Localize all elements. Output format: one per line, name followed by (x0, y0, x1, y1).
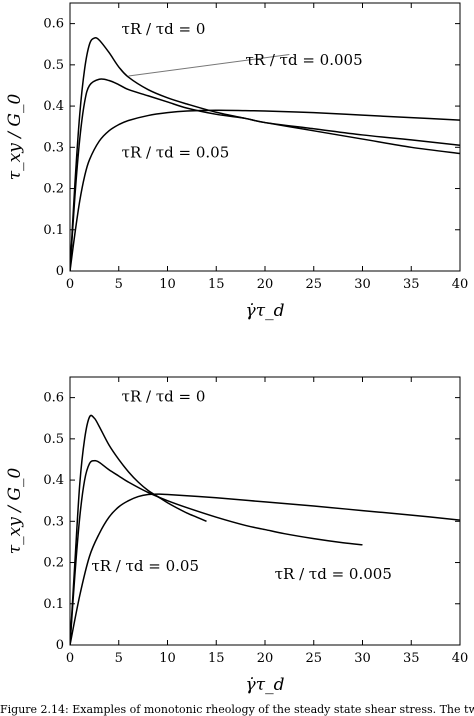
annotation-pointer (128, 54, 290, 77)
y-tick-label: 0 (56, 264, 64, 279)
x-axis-label: γ̇τ_d (246, 301, 285, 321)
series-annotation: τR / τd = 0 (122, 388, 206, 406)
x-tick-label: 10 (159, 651, 176, 666)
x-tick-label: 40 (452, 277, 469, 292)
y-tick-label: 0.5 (43, 432, 64, 447)
y-tick-label: 0.3 (43, 514, 64, 529)
x-axis-label: γ̇τ_d (246, 675, 285, 695)
series-line-2 (70, 109, 460, 271)
series-annotation: τR / τd = 0.05 (91, 557, 199, 575)
plot-frame (69, 2, 461, 272)
x-tick-label: 10 (159, 277, 176, 292)
y-tick-label: 0 (56, 638, 64, 653)
x-tick-label: 35 (403, 277, 420, 292)
y-tick-label: 0.2 (43, 182, 64, 197)
y-tick-label: 0.6 (43, 17, 64, 32)
x-tick-label: 40 (452, 651, 469, 666)
y-tick-label: 0.6 (43, 391, 64, 406)
series-line-2 (70, 493, 460, 645)
x-tick-label: 15 (208, 277, 225, 292)
series-annotation: τR / τd = 0.005 (246, 51, 363, 69)
series-line-1 (70, 78, 460, 271)
series-line-0 (70, 414, 207, 645)
top-panel: 0 5 10 15 20 25 30 35 40 0 0.1 0.2 0.3 0.4 0.5 0.6 γ̇τ_d… (5, 2, 469, 321)
series-line-1 (70, 459, 363, 645)
bottom-panel: 0 5 10 15 20 25 30 35 40 0 0.1 0.2 0.3 0.4 0.5 0.6 γ̇τ_d… (5, 376, 469, 695)
x-tick-label: 20 (257, 651, 274, 666)
y-tick-label: 0.5 (43, 58, 64, 73)
plot-frame (69, 376, 461, 646)
figure-caption: Figure 2.14: Examples of monotonic rheol… (0, 703, 474, 716)
x-tick-label: 20 (257, 277, 274, 292)
y-tick-label: 0.1 (43, 223, 64, 238)
x-tick-label: 25 (305, 277, 322, 292)
x-tick-label: 30 (354, 277, 371, 292)
series-line-0 (70, 36, 460, 271)
x-tick-label: 15 (208, 651, 225, 666)
series-annotation: τR / τd = 0 (122, 20, 206, 38)
x-tick-label: 5 (115, 651, 123, 666)
y-tick-label: 0.4 (43, 99, 64, 114)
x-tick-label: 5 (115, 277, 123, 292)
x-tick-label: 0 (66, 277, 74, 292)
series-annotation: τR / τd = 0.005 (275, 565, 392, 583)
y-tick-label: 0.2 (43, 556, 64, 571)
x-tick-label: 25 (305, 651, 322, 666)
y-tick-label: 0.4 (43, 473, 64, 488)
y-axis-label: τ_xy / G_0 (5, 94, 25, 181)
y-tick-label: 0.3 (43, 140, 64, 155)
y-tick-label: 0.1 (43, 597, 64, 612)
x-tick-label: 30 (354, 651, 371, 666)
x-tick-label: 35 (403, 651, 420, 666)
y-axis-label: τ_xy / G_0 (5, 468, 25, 555)
series-annotation: τR / τd = 0.05 (122, 144, 230, 162)
x-tick-label: 0 (66, 651, 74, 666)
